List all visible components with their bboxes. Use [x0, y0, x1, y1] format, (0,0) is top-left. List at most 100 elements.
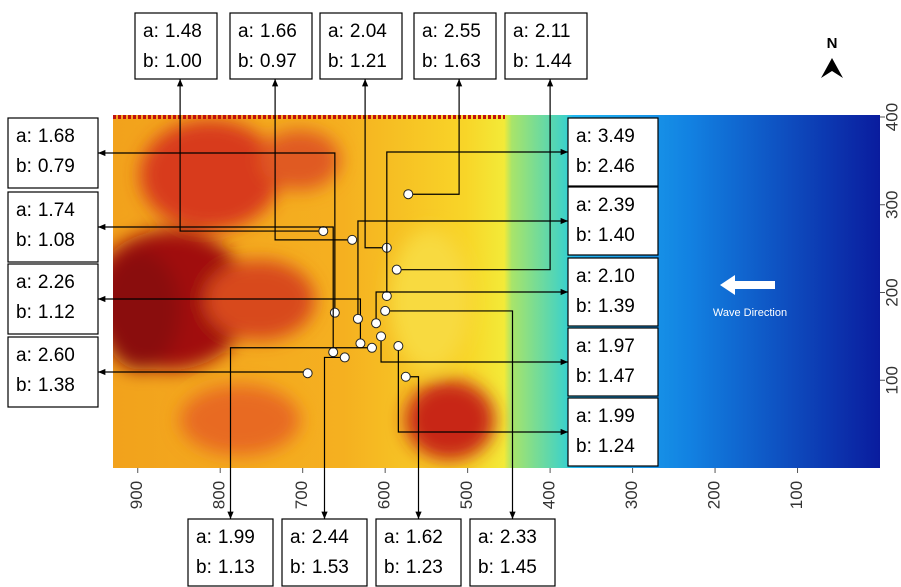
x-tick-label: 300 [622, 481, 641, 509]
annotation-key: b: [328, 51, 344, 72]
leader-arrowhead [227, 512, 233, 519]
annotation-line: b:1.40 [576, 225, 635, 246]
sample-point [381, 306, 390, 315]
annotation-key: b: [16, 156, 32, 177]
annotation-key: a: [513, 21, 529, 42]
annotation-value: 1.38 [38, 375, 75, 396]
leader-arrowhead [321, 512, 327, 519]
leader-arrowhead [98, 369, 105, 375]
annotation-key: b: [576, 225, 592, 246]
annotation-value: 1.45 [500, 557, 537, 578]
annotation-value: 1.74 [38, 200, 75, 221]
sample-point [319, 227, 328, 236]
annotation-value: 1.24 [598, 436, 635, 457]
annotation-value: 1.08 [38, 230, 75, 251]
annotation-key: b: [422, 51, 438, 72]
annotation-key: b: [290, 557, 306, 578]
annotation-value: 1.23 [406, 557, 443, 578]
annotation-key: b: [143, 51, 159, 72]
annotation-line: b:1.21 [328, 51, 387, 72]
wave-label: Wave Direction [713, 307, 787, 319]
sample-point [329, 348, 338, 357]
annotation-value: 2.44 [312, 527, 349, 548]
sample-point [372, 319, 381, 328]
annotation-line: a: 2.11 [513, 21, 570, 42]
annotation-key: b: [16, 375, 32, 396]
sample-point [377, 332, 386, 341]
y-tick-label: 400 [882, 103, 901, 131]
annotation-key: a: [196, 527, 212, 548]
annotation-line: b: 1.47 [576, 366, 635, 387]
annotation-key: a: [143, 21, 159, 42]
annotation-line: b:1.08 [16, 230, 75, 251]
annotation-value: 1.47 [598, 366, 635, 387]
x-tick-label: 600 [375, 481, 394, 509]
annotation-key: b: [16, 302, 32, 323]
annotation-key: b: [576, 436, 592, 457]
annotation-value: 1.97 [598, 336, 635, 357]
annotation-key: b: [576, 366, 592, 387]
annotation-line: a: 2.39 [576, 195, 635, 216]
annotation-key: a: [16, 200, 32, 221]
annotation-value: 1.00 [165, 51, 202, 72]
annotation-value: 2.46 [598, 156, 635, 177]
leader-arrowhead [509, 512, 515, 519]
annotation-line: a:2.26 [16, 272, 75, 293]
annotation-line: b:0.97 [238, 51, 297, 72]
x-tick-label: 200 [705, 481, 724, 509]
figure: N Wave Direction a:1.48b:1.00a:1.66b:0.9… [0, 0, 901, 587]
annotation-line: b: 1.12 [16, 302, 75, 323]
annotation-line: b:1.44 [513, 51, 572, 72]
annotation-value: 1.12 [38, 302, 75, 323]
annotation-value: 1.44 [535, 51, 572, 72]
annotation-value: 1.99 [218, 527, 255, 548]
annotation-key: b: [238, 51, 254, 72]
annotation-value: 1.63 [444, 51, 481, 72]
annotation-line: b: 1.23 [384, 557, 443, 578]
leader-arrowhead [98, 224, 105, 230]
annotation-value: 2.10 [598, 266, 635, 287]
annotation-key: b: [576, 296, 592, 317]
leader-arrowhead [272, 79, 278, 86]
sample-point [340, 353, 349, 362]
sample-point [392, 265, 401, 274]
annotation-value: 2.55 [444, 21, 481, 42]
annotation-key: b: [478, 557, 494, 578]
annotation-line: b: 0.79 [16, 156, 75, 177]
sample-point [348, 235, 357, 244]
annotation-line: a:3.49 [576, 126, 635, 147]
annotation-line: a:2.60 [16, 345, 75, 366]
annotation-key: b: [576, 156, 592, 177]
annotation-line: b:1.53 [290, 557, 349, 578]
annotation-line: b: 1.38 [16, 375, 75, 396]
sample-point [356, 339, 365, 348]
leader-arrowhead [456, 79, 462, 86]
annotation-key: b: [384, 557, 400, 578]
annotation-line: a: 1.99 [196, 527, 255, 548]
sample-point [401, 372, 410, 381]
annotation-value: 2.39 [598, 195, 635, 216]
annotation-line: a:1.97 [576, 336, 635, 357]
sample-point [382, 292, 391, 301]
annotation-key: a: [16, 345, 32, 366]
annotation-value: 1.62 [406, 527, 443, 548]
x-tick-label: 100 [787, 481, 806, 509]
annotation-value: 2.11 [535, 21, 571, 42]
annotation-key: a: [576, 195, 592, 216]
annotation-value: 1.99 [598, 406, 635, 427]
annotation-key: a: [576, 266, 592, 287]
annotation-key: a: [576, 406, 592, 427]
y-tick-label: 100 [882, 366, 901, 394]
annotation-line: a: 2.10 [576, 266, 635, 287]
annotation-key: a: [422, 21, 438, 42]
annotation-value: 2.04 [350, 21, 387, 42]
annotation-key: a: [576, 126, 592, 147]
x-tick-label: 700 [292, 481, 311, 509]
x-tick-label: 800 [210, 481, 229, 509]
north-arrow: N [821, 35, 843, 78]
x-tick-label: 900 [127, 481, 146, 509]
annotation-line: b: 1.63 [422, 51, 481, 72]
annotation-value: 0.79 [38, 156, 75, 177]
leader-arrowhead [177, 79, 183, 86]
annotation-line: a: 1.99 [576, 406, 635, 427]
